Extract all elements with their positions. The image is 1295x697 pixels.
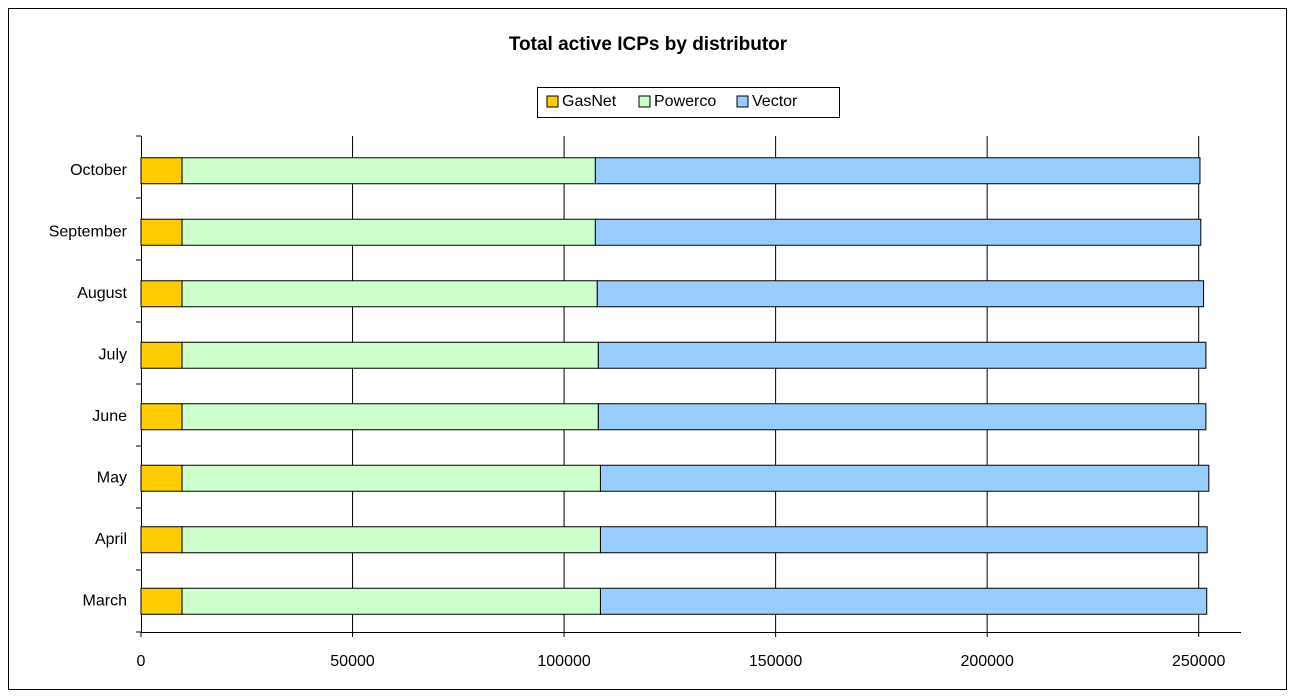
bar-segment [181, 526, 601, 554]
bar-segment [599, 464, 1210, 492]
bar-segment [597, 403, 1207, 431]
legend-swatch [546, 95, 559, 108]
bar-segment [181, 587, 601, 615]
bar-segment [140, 218, 183, 246]
bar-segment [181, 218, 596, 246]
y-tick-label: July [99, 346, 127, 363]
x-tick-label: 200000 [960, 653, 1013, 670]
bar-segment [599, 587, 1208, 615]
y-tick-label: August [77, 285, 127, 302]
bar-segment [181, 403, 599, 431]
legend-label: GasNet [562, 93, 617, 110]
x-tick-label: 100000 [537, 653, 590, 670]
bar-segment [181, 464, 601, 492]
y-tick-label: September [49, 223, 128, 240]
x-tick-label: 0 [137, 653, 146, 670]
bar-segment [594, 157, 1201, 185]
bar-segment [181, 280, 598, 308]
x-tick-label: 50000 [330, 653, 375, 670]
bar-segment [140, 403, 183, 431]
x-tick-label: 250000 [1172, 653, 1225, 670]
bar-segment [599, 526, 1208, 554]
legend-label: Powerco [654, 93, 716, 110]
bar-segment [597, 341, 1207, 369]
bar-segment [596, 280, 1205, 308]
bar-segment [594, 218, 1202, 246]
y-tick-label: May [97, 469, 127, 486]
legend-box [537, 87, 840, 118]
chart-title: Total active ICPs by distributor [509, 34, 788, 55]
bar-segment [140, 157, 183, 185]
x-tick-label: 150000 [749, 653, 802, 670]
bar-segment [140, 526, 183, 554]
legend-label: Vector [752, 93, 798, 110]
bar-segment [140, 587, 183, 615]
legend-swatch [638, 95, 651, 108]
bar-segment [181, 157, 596, 185]
bar-segment [181, 341, 599, 369]
y-tick-label: June [92, 408, 127, 425]
bar-segment [140, 464, 183, 492]
bar-segment [140, 280, 183, 308]
y-tick-label: October [70, 162, 128, 179]
bar-segment [140, 341, 183, 369]
y-tick-label: March [83, 592, 127, 609]
legend-swatch [736, 95, 749, 108]
y-tick-label: April [95, 531, 127, 548]
